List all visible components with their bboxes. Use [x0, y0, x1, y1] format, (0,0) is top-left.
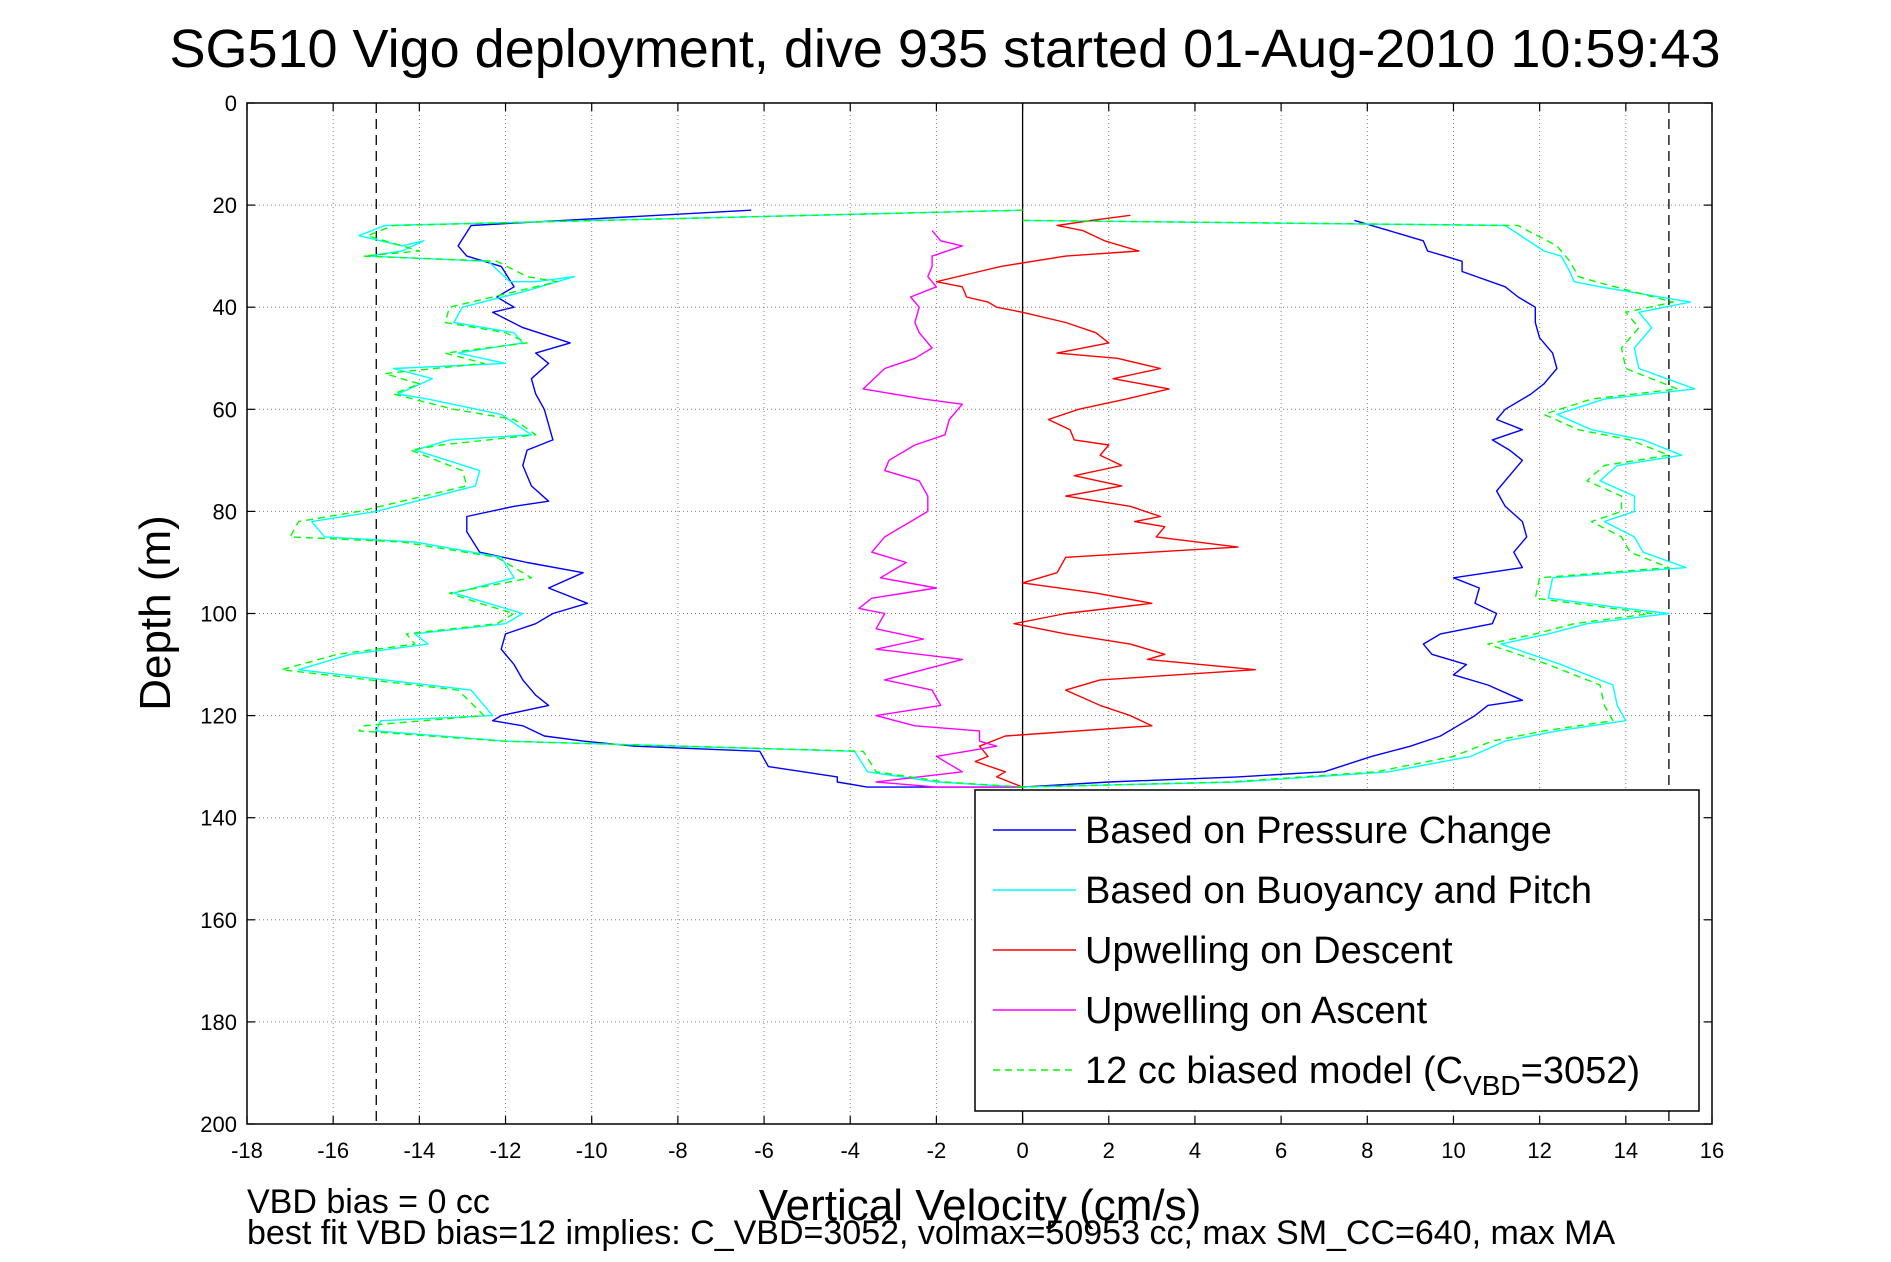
chart-title: SG510 Vigo deployment, dive 935 started …: [169, 19, 1720, 79]
x-tick-label: -12: [490, 1138, 522, 1163]
x-tick-label: 2: [1103, 1138, 1115, 1163]
legend-label: Upwelling on Ascent: [1085, 990, 1428, 1032]
x-tick-label: 8: [1361, 1138, 1373, 1163]
series-line-5: [858, 230, 1023, 788]
y-tick-label: 40: [213, 295, 237, 320]
x-tick-label: -18: [231, 1138, 263, 1163]
x-tick-label: 16: [1700, 1138, 1724, 1163]
series-group: [280, 209, 1696, 788]
x-axis-label: Vertical Velocity (cm/s): [759, 1181, 1202, 1230]
y-tick-label: 180: [200, 1010, 237, 1035]
x-tick-label: 10: [1441, 1138, 1465, 1163]
x-tick-label: -2: [927, 1138, 947, 1163]
y-tick-label: 140: [200, 806, 237, 831]
x-axis-ticks: -18 -16 -14 -12 -10 -8 -6 -4 -2 0 2 4 6 8 10 12 14 16: [231, 103, 1724, 1163]
series-line-6: [280, 209, 1023, 788]
y-tick-label: 80: [213, 499, 237, 524]
x-tick-label: -14: [403, 1138, 435, 1163]
x-tick-label: -6: [754, 1138, 774, 1163]
legend-label: Based on Pressure Change: [1085, 810, 1552, 852]
y-tick-label: 20: [213, 193, 237, 218]
y-tick-label: 200: [200, 1112, 237, 1137]
y-tick-label: 120: [200, 704, 237, 729]
series-line-7: [1022, 219, 1679, 788]
x-tick-label: -16: [317, 1138, 349, 1163]
legend: Based on Pressure Change Based on Buoyanc…: [974, 789, 1700, 1112]
footer-line-1: VBD bias = 0 cc: [247, 1183, 490, 1221]
x-tick-label: -4: [840, 1138, 860, 1163]
x-tick-label: 0: [1016, 1138, 1028, 1163]
x-tick-label: -10: [576, 1138, 608, 1163]
series-line-2: [298, 209, 1023, 788]
series-line-4: [935, 214, 1257, 788]
y-axis-ticks: 0 20 40 60 80 100 120 140 160 180 200: [200, 91, 1712, 1137]
series-line-0: [457, 209, 1023, 788]
series-line-1: [1022, 219, 1558, 788]
x-tick-label: 12: [1527, 1138, 1551, 1163]
series-line-3: [1022, 219, 1696, 788]
legend-label: Based on Buoyancy and Pitch: [1085, 870, 1592, 912]
x-tick-label: 14: [1614, 1138, 1638, 1163]
legend-label: Upwelling on Descent: [1085, 930, 1453, 972]
x-tick-label: 6: [1275, 1138, 1287, 1163]
footer-line-2: best fit VBD bias=12 implies: C_VBD=3052…: [247, 1214, 1616, 1252]
y-tick-label: 100: [200, 602, 237, 627]
y-tick-label: 160: [200, 908, 237, 933]
y-tick-label: 60: [213, 397, 237, 422]
y-axis-label: Depth (m): [131, 515, 180, 711]
y-tick-label: 0: [225, 91, 237, 116]
x-tick-label: 4: [1189, 1138, 1201, 1163]
legend-label: 12 cc biased model (CVBD=3052): [1085, 1050, 1640, 1101]
x-tick-label: -8: [668, 1138, 688, 1163]
